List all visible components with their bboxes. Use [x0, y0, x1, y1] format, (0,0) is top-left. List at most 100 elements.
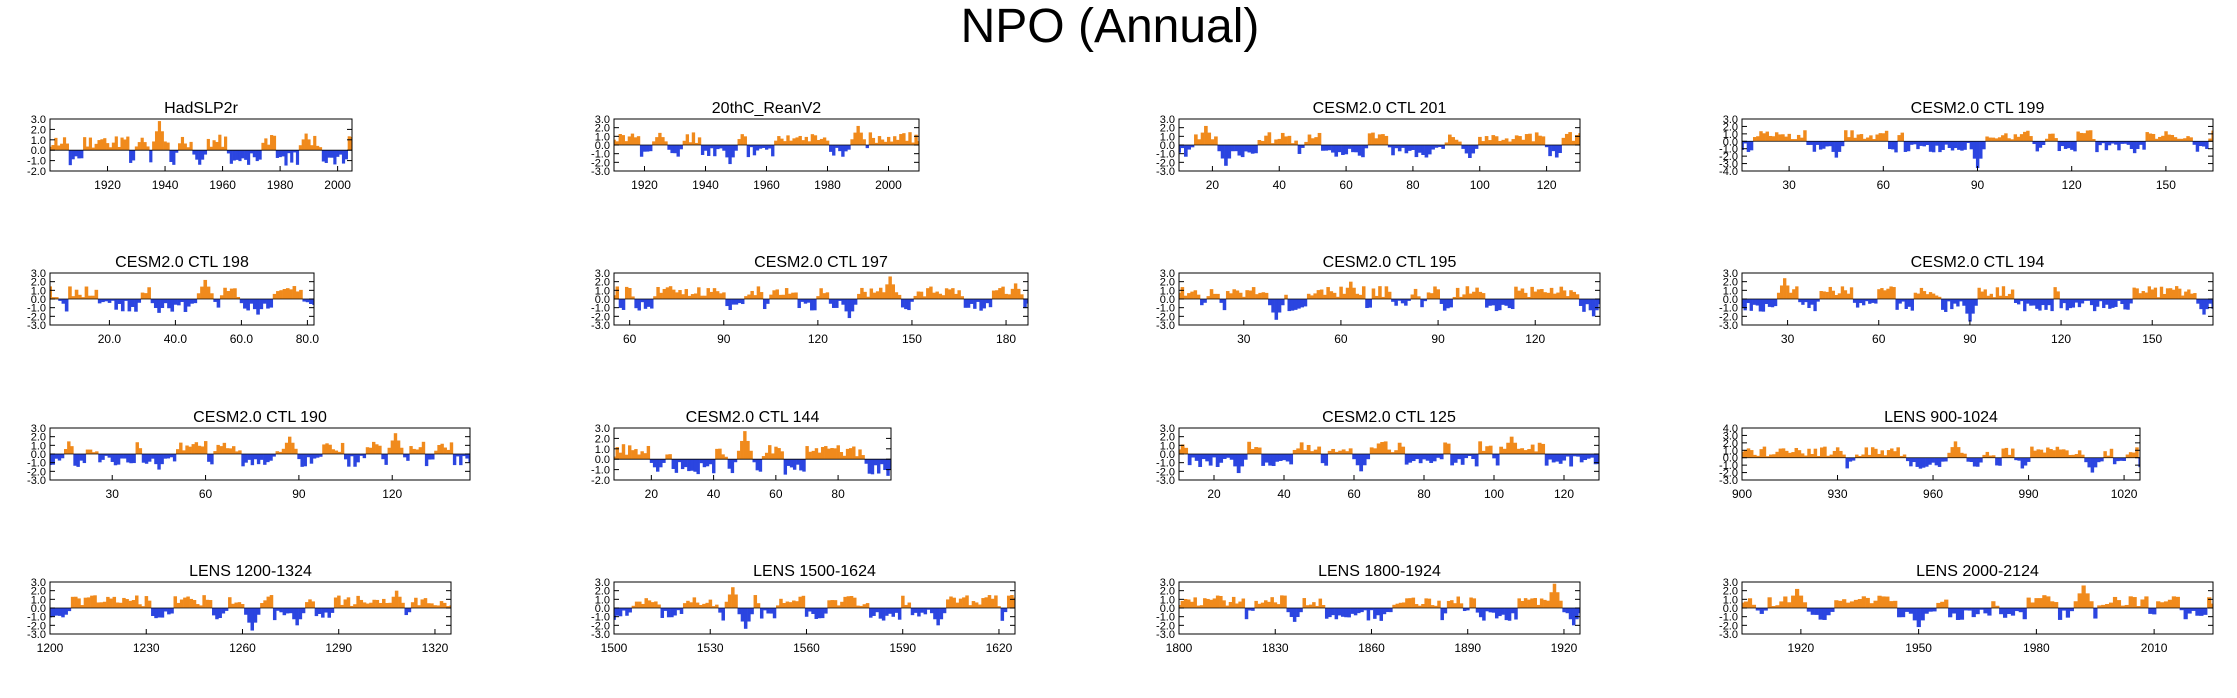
data-bar	[1371, 132, 1375, 145]
data-bar	[183, 299, 188, 312]
data-bar	[1492, 454, 1497, 459]
data-bar	[1003, 608, 1008, 613]
data-bar	[2107, 141, 2112, 146]
data-bar	[1248, 290, 1253, 299]
data-bar	[1261, 454, 1266, 466]
data-bar	[324, 608, 328, 613]
data-bar	[398, 596, 402, 608]
data-bar	[2119, 457, 2123, 461]
data-bar	[883, 459, 887, 471]
ytick-label: 2.0	[31, 586, 46, 598]
data-bar	[2186, 136, 2190, 142]
chart-panel: LENS 1200-13243.02.01.00.0-1.0-2.0-3.012…	[27, 563, 452, 655]
data-bar	[1880, 450, 1884, 458]
data-bar	[224, 608, 229, 611]
data-bar	[437, 445, 441, 454]
data-bar	[856, 125, 860, 145]
data-bar	[1359, 454, 1364, 472]
data-bar	[198, 150, 202, 165]
data-bar	[301, 139, 305, 151]
data-bar	[674, 459, 679, 473]
data-bar	[1273, 602, 1278, 608]
data-bar	[2017, 457, 2021, 461]
xtick-label: 60	[1339, 178, 1353, 192]
data-bar	[143, 142, 147, 151]
ytick-label: 1.0	[1160, 131, 1175, 143]
data-bar	[1562, 290, 1567, 299]
data-bar	[210, 293, 214, 299]
data-bar	[346, 597, 351, 608]
data-bar	[817, 452, 822, 460]
data-bar	[2013, 134, 2018, 142]
data-bar	[1397, 299, 1402, 301]
data-bar	[907, 299, 911, 311]
data-bar	[1434, 605, 1438, 608]
data-bar	[1274, 299, 1279, 320]
data-bar	[824, 446, 828, 460]
data-bar	[2193, 293, 2197, 299]
data-bar	[1303, 299, 1308, 307]
ytick-label: -3.0	[1156, 166, 1175, 178]
data-bar	[1746, 141, 1751, 152]
data-bar	[1533, 598, 1537, 608]
data-bar	[206, 286, 211, 299]
data-bar	[1404, 299, 1408, 306]
data-bar	[2035, 299, 2039, 309]
data-bar	[406, 454, 410, 461]
data-bar	[176, 449, 180, 454]
data-bar	[1527, 449, 1532, 454]
data-bar	[2071, 454, 2076, 458]
data-bar	[1299, 608, 1303, 613]
data-bar	[1828, 286, 1832, 299]
xtick-label: 40	[1273, 178, 1287, 192]
data-bar	[670, 608, 674, 618]
data-bar	[1787, 602, 1792, 608]
chart-panel: LENS 900-10244.03.02.01.00.0-1.0-2.0-3.0…	[1719, 409, 2141, 501]
data-bar	[1810, 454, 1814, 458]
data-bar	[880, 459, 884, 465]
data-bar	[365, 603, 370, 608]
data-bar	[195, 604, 200, 608]
ytick-label: 3.0	[1723, 114, 1738, 126]
data-bar	[2144, 292, 2148, 299]
data-bar	[1919, 287, 1924, 299]
xtick-label: 40	[1277, 487, 1291, 501]
data-bar	[1366, 454, 1371, 460]
data-bar	[222, 442, 227, 454]
data-bar	[138, 448, 143, 454]
data-bar	[2086, 299, 2091, 301]
data-bar	[278, 451, 283, 454]
data-bar	[298, 145, 302, 151]
data-bar	[216, 444, 220, 454]
data-bar	[228, 448, 233, 454]
data-bar	[1306, 444, 1311, 454]
data-bar	[1352, 287, 1356, 299]
data-bar	[817, 608, 822, 619]
data-bar	[1875, 134, 1879, 142]
data-bar	[281, 150, 285, 157]
data-bar	[2190, 293, 2194, 299]
data-bar	[795, 601, 799, 608]
data-bar	[2105, 604, 2110, 608]
data-bar	[123, 454, 127, 459]
data-bar	[917, 608, 921, 617]
data-bar	[2076, 131, 2080, 142]
data-bar	[340, 442, 345, 454]
data-bar	[1373, 448, 1378, 454]
data-bar	[749, 450, 753, 460]
data-bar	[1991, 601, 1996, 608]
data-bar	[356, 454, 360, 463]
data-bar	[710, 145, 714, 149]
data-bar	[858, 449, 862, 460]
data-bar	[1986, 295, 1990, 299]
data-bar	[1539, 598, 1544, 608]
data-bar	[2199, 608, 2204, 616]
data-bar	[76, 454, 80, 467]
data-bar	[1292, 608, 1297, 622]
data-bar	[883, 141, 888, 145]
data-bar	[628, 445, 632, 460]
data-bar	[106, 596, 110, 608]
data-bar	[1578, 133, 1580, 145]
data-bar	[1478, 441, 1483, 454]
data-bar	[859, 132, 863, 145]
